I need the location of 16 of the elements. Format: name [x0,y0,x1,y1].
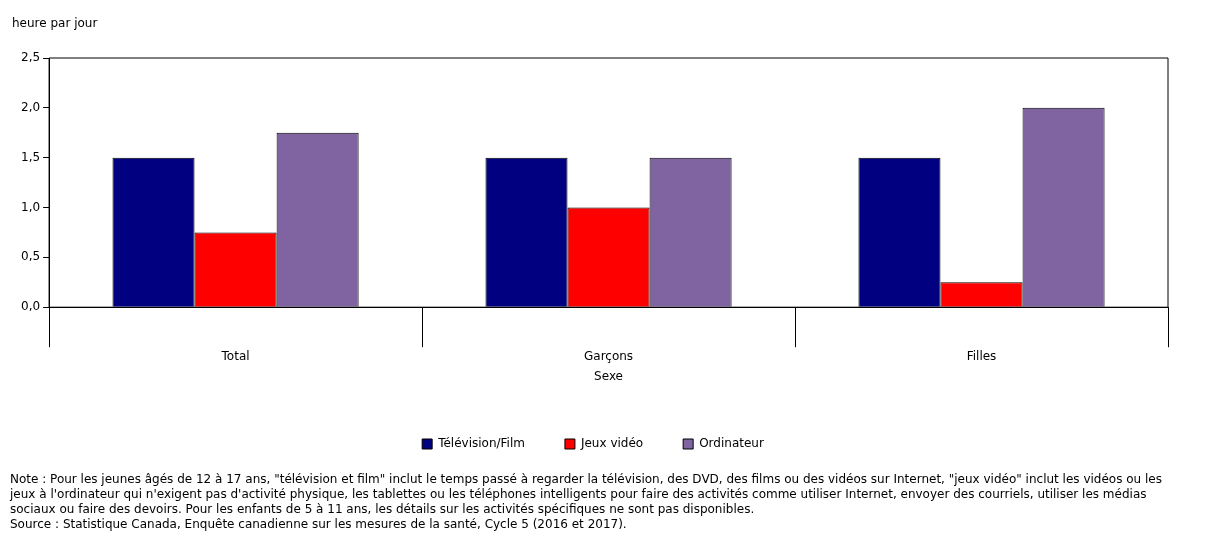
legend-label: Télévision/Film [437,436,525,451]
source-note: Source : Statistique Canada, Enquête canadienne sur les mesures de la santé, Cycle 5 (2016 et 2017). [10,517,628,532]
y-tick-label: 1,0 [20,199,41,214]
y-axis-title: heure par jour [12,16,98,30]
x-tick-label: Total [220,348,250,363]
legend-label: Jeux vidéo [579,436,644,451]
x-axis-title: Sexe [594,368,623,383]
y-tick-label: 1,5 [20,149,41,164]
x-tick-label: Filles [966,348,997,363]
y-tick-label: 2,5 [20,50,41,65]
legend-label: Ordinateur [699,436,764,451]
y-tick-label: 0,0 [20,299,41,314]
text: Note : Pour les jeunes âgés de 12 à 17 ans, "télévision et film" inclut le temps passé à regarder la télévision, des DVD, des films ou des vidéos sur Internet, "jeux vidéo" inclut les vidéos ou les jeux à l'ordinateur qui n'exigent pas d'activité physique, les tablettes ou les téléphones intelligents pour faire des activités comme utiliser Internet, envoyer des courriels, utiliser les médias sociaux ou faire des devoirs. Pour les enfants de 5 à 11 ans, les détails sur les activités spécifiques ne sont pas disponibles. [10,472,1163,517]
y-tick-label: 0,5 [20,249,41,264]
x-tick-label: Garçons [583,348,634,363]
y-tick-label: 2,0 [20,99,41,114]
